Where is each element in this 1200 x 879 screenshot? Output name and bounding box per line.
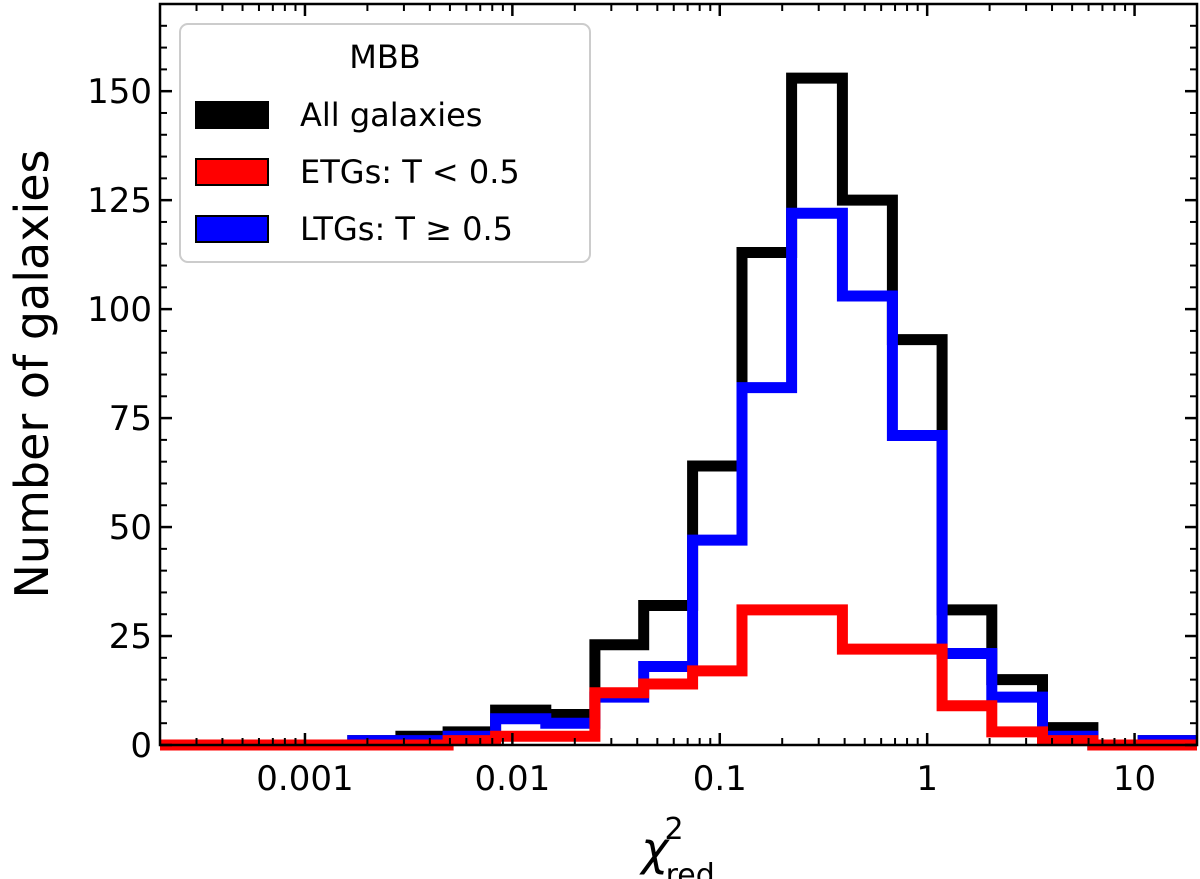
- x-tick-label: 10: [1113, 759, 1156, 799]
- y-tick-label: 150: [87, 72, 152, 112]
- y-tick-label: 50: [109, 508, 152, 548]
- y-tick-label: 75: [109, 399, 152, 439]
- legend-title: MBB: [349, 38, 421, 76]
- x-tick-label: 0.001: [256, 759, 353, 799]
- y-tick-label: 100: [87, 290, 152, 330]
- legend-swatch: [195, 215, 269, 243]
- x-tick-label: 0.1: [693, 759, 747, 799]
- y-tick-label: 0: [130, 726, 152, 766]
- y-axis-title: Number of galaxies: [5, 150, 59, 599]
- x-axis-title: χ2 red: [638, 812, 715, 879]
- y-tick-label: 25: [109, 617, 152, 657]
- x-axis-title-chi: χ: [638, 822, 670, 876]
- legend-entries: All galaxies ETGs: T < 0.5 LTGs: T ≥ 0.5: [195, 96, 520, 248]
- x-tick-label: 1: [916, 759, 938, 799]
- legend: MBB All galaxies ETGs: T < 0.5 LTGs: T ≥ 0…: [179, 23, 591, 263]
- y-tick-label: 125: [87, 181, 152, 221]
- legend-label: LTGs: T ≥ 0.5: [300, 210, 513, 248]
- legend-swatch: [195, 101, 269, 129]
- series-ltgs-t-0-5: [160, 207, 1197, 751]
- legend-swatch: [195, 158, 269, 186]
- legend-box: [179, 23, 591, 263]
- x-tick-label: 0.01: [475, 759, 551, 799]
- x-axis-title-superscript: 2: [664, 812, 683, 847]
- legend-label: All galaxies: [300, 96, 482, 134]
- legend-label: ETGs: T < 0.5: [300, 153, 520, 191]
- axis-ticks: [159, 3, 1198, 747]
- x-axis-title-subscript: red: [666, 858, 715, 879]
